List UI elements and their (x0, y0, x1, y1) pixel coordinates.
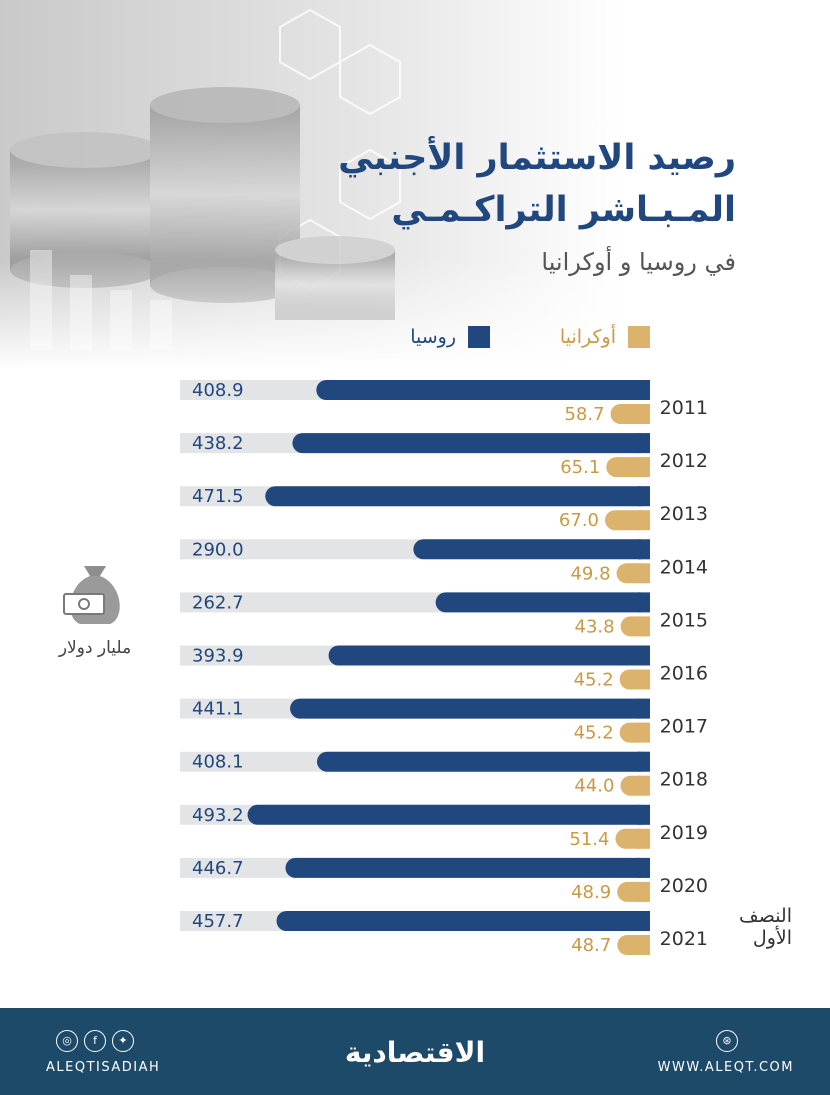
russia-bar (285, 857, 650, 878)
russia-bar (328, 645, 650, 666)
russia-data-label: 493.2 (192, 805, 244, 826)
chart-title: رصيد الاستثمار الأجنبي المـبـاشر التراكـ… (316, 132, 736, 282)
title-line-1: رصيد الاستثمار الأجنبي (338, 138, 736, 178)
money-bag-icon (63, 566, 120, 624)
ukraine-bar-end (638, 563, 650, 584)
ukraine-bar-end (638, 722, 650, 743)
ukraine-bar-end (638, 775, 650, 796)
year-tick-label: 2021 (660, 928, 708, 950)
facebook-icon[interactable]: f (84, 1030, 106, 1052)
ukraine-bar-end (638, 404, 650, 424)
ukraine-data-label: 48.9 (571, 882, 611, 903)
ukraine-bar-end (638, 881, 650, 902)
year-tick-label: 2017 (660, 716, 708, 738)
ukraine-data-label: 65.1 (560, 457, 600, 478)
year-note-first-half: النصف الأول (739, 905, 792, 949)
russia-data-label: 393.9 (192, 646, 244, 667)
russia-bar (435, 592, 650, 613)
footer-logo: الاقتصادية (344, 1036, 486, 1069)
russia-bar-end (638, 698, 650, 719)
russia-bar (265, 486, 650, 507)
ukraine-data-label: 48.7 (571, 935, 611, 956)
year-tick-label: 2019 (660, 822, 708, 844)
footer-handle[interactable]: ALEQTISADIAH (46, 1060, 161, 1075)
ukraine-bar-end (638, 616, 650, 637)
bar-chart: 408.9 58.7 2011 438.2 65.1 2012 471.5 67.0 2013 2… (180, 380, 708, 956)
russia-bar-end (638, 433, 650, 454)
ukraine-bar-end (638, 828, 650, 849)
russia-bar-end (638, 645, 650, 666)
year-tick-label: 2020 (660, 875, 708, 897)
russia-bar-end (638, 911, 650, 931)
ukraine-data-label: 58.7 (564, 404, 604, 425)
ukraine-data-label: 43.8 (575, 616, 615, 637)
ukraine-bar-end (638, 935, 650, 955)
footer-url[interactable]: WWW.ALEQT.COM (657, 1060, 794, 1075)
russia-bar (276, 911, 650, 931)
russia-bar (413, 539, 650, 560)
instagram-icon[interactable]: ◎ (56, 1030, 78, 1052)
year-tick-label: 2014 (660, 556, 708, 578)
legend-russia-label: روسيا (410, 326, 456, 348)
ukraine-data-label: 67.0 (559, 510, 599, 531)
ukraine-data-label: 45.2 (574, 723, 614, 744)
legend-russia: روسيا (410, 326, 490, 348)
russia-bar (290, 698, 650, 719)
russia-bar-end (638, 380, 650, 400)
year-tick-label: 2013 (660, 503, 708, 525)
russia-bar (247, 804, 650, 825)
ukraine-bar-end (638, 510, 650, 531)
russia-data-label: 457.7 (192, 911, 244, 932)
unit-indicator: مليار دولار (40, 560, 150, 658)
year-tick-label: 2018 (660, 769, 708, 791)
russia-bar (316, 751, 650, 772)
legend-ukraine-label: أوكرانيا (559, 326, 616, 348)
russia-bar-end (638, 751, 650, 772)
russia-bar-end (638, 592, 650, 613)
ukraine-bar-end (638, 457, 650, 478)
legend-russia-swatch (468, 326, 490, 348)
year-tick-label: 2011 (660, 397, 708, 419)
ukraine-data-label: 44.0 (574, 776, 614, 797)
ukraine-data-label: 45.2 (574, 670, 614, 691)
year-tick-label: 2015 (660, 609, 708, 631)
russia-data-label: 408.1 (192, 752, 244, 773)
chart-subtitle: في روسيا و أوكرانيا (541, 248, 736, 276)
russia-data-label: 262.7 (192, 592, 244, 613)
ukraine-bar-end (638, 669, 650, 690)
legend-ukraine-swatch (628, 326, 650, 348)
unit-label: مليار دولار (58, 638, 132, 658)
ukraine-data-label: 49.8 (570, 563, 610, 584)
hero-image (0, 0, 830, 370)
russia-bar-end (638, 539, 650, 560)
russia-bar (316, 380, 650, 400)
coins-background-image (0, 0, 830, 370)
year-tick-label: 2012 (660, 450, 708, 472)
russia-bar-end (638, 857, 650, 878)
russia-bar (292, 433, 650, 454)
twitter-icon[interactable]: ✦ (112, 1030, 134, 1052)
russia-data-label: 408.9 (192, 380, 244, 401)
russia-bar-end (638, 804, 650, 825)
title-line-2: المـبـاشر التراكـمـي (391, 190, 736, 230)
russia-data-label: 290.0 (192, 539, 244, 560)
legend-ukraine: أوكرانيا (560, 326, 650, 348)
social-icons: ◎ f ✦ (56, 1030, 134, 1052)
ukraine-data-label: 51.4 (569, 829, 609, 850)
russia-bar-end (638, 486, 650, 507)
russia-data-label: 441.1 (192, 699, 244, 720)
russia-data-label: 446.7 (192, 858, 244, 879)
globe-icon[interactable]: ⊛ (716, 1030, 738, 1052)
russia-data-label: 438.2 (192, 433, 244, 454)
footer: ◎ f ✦ ALEQTISADIAH الاقتصادية ⊛ WWW.ALEQ… (0, 1008, 830, 1095)
year-tick-label: 2016 (660, 663, 708, 685)
russia-data-label: 471.5 (192, 486, 244, 507)
